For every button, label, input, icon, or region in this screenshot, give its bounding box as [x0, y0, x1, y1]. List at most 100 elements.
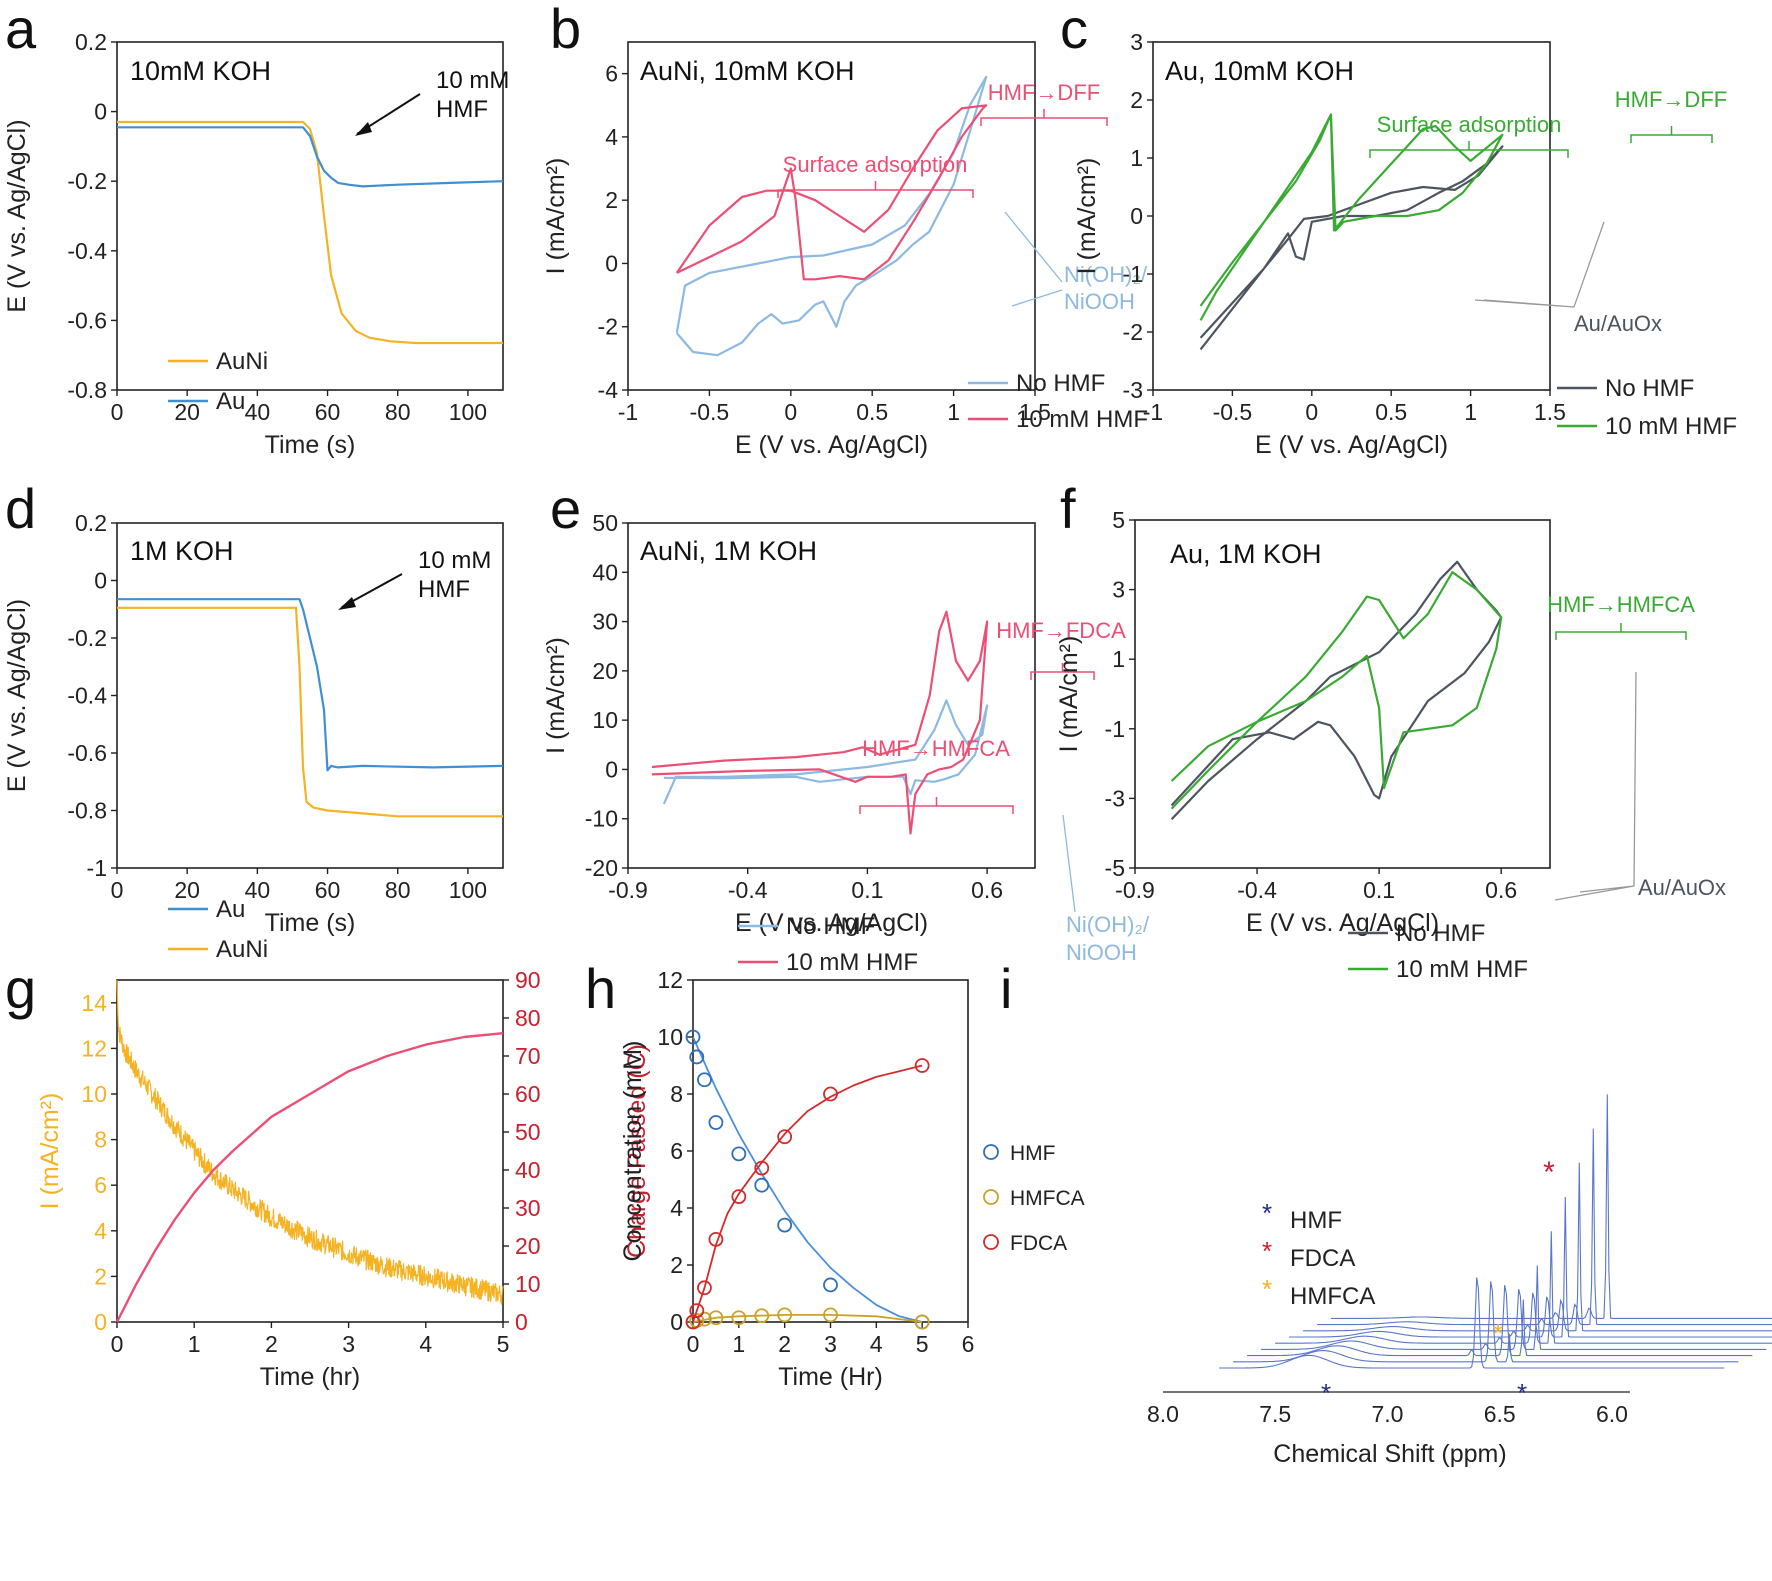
legend-label: AuNi — [216, 348, 268, 375]
fit-line — [692, 1314, 923, 1323]
x-tick-label: 0.1 — [851, 877, 883, 903]
nmr-spectrum — [1275, 1231, 1772, 1344]
y-tick-label: -10 — [585, 806, 618, 832]
y2-tick-label: 50 — [515, 1119, 541, 1145]
annotation-text: Au/AuOx — [1638, 875, 1726, 900]
y2-tick-label: 20 — [515, 1233, 541, 1259]
legend-label: 10 mM HMF — [1396, 956, 1528, 983]
y-axis-label: Concentration (mM) — [619, 1041, 647, 1262]
x-tick-label: 60 — [315, 877, 341, 903]
annotation-bracket — [1030, 663, 1095, 680]
x-tick-label: 0 — [111, 877, 124, 903]
x-tick-label: 3 — [342, 1331, 355, 1357]
legend-label: FDCA — [1010, 1232, 1067, 1255]
plot-frame-g — [116, 979, 504, 1323]
series-line — [117, 606, 503, 818]
y-tick-label: 0 — [670, 1309, 683, 1335]
y-tick-label: -3 — [1105, 785, 1125, 811]
y2-tick-label: 40 — [515, 1157, 541, 1183]
y-tick-label: -5 — [1105, 855, 1125, 881]
y-axis-label: E (V vs. Ag/AgCl) — [3, 599, 31, 792]
data-point — [708, 1231, 724, 1247]
data-point — [754, 1308, 770, 1324]
hmf-marker: * — [1517, 1378, 1527, 1408]
y-tick-label: 12 — [81, 1035, 107, 1061]
y-tick-label: 8 — [94, 1127, 107, 1153]
x-tick-label: -0.4 — [1237, 877, 1277, 903]
legend-marker — [983, 1189, 999, 1205]
x-tick-label: 2 — [778, 1331, 791, 1357]
x-tick-label: 80 — [385, 877, 411, 903]
data-point — [689, 1049, 705, 1065]
series-line — [117, 126, 504, 188]
y-tick-label: 1 — [1112, 646, 1125, 672]
x-axis-label: Time (hr) — [260, 1363, 360, 1391]
plot-frame-h — [692, 979, 969, 1323]
chart-title: AuNi, 1M KOH — [640, 536, 817, 566]
x-tick-label: 4 — [419, 1331, 432, 1357]
y-tick-label: -0.6 — [67, 307, 107, 333]
legend-marker: * — [1262, 1236, 1272, 1266]
x-tick-label: 1 — [1464, 399, 1477, 425]
annotation-text: 10 mM — [418, 547, 491, 574]
series-line — [1199, 113, 1504, 321]
x-tick-label: 1.5 — [1019, 399, 1051, 425]
y-tick-label: 0 — [94, 568, 107, 594]
x-tick-label: 0.1 — [1363, 877, 1395, 903]
x-tick-label: 1 — [947, 399, 960, 425]
plot-frame-b — [627, 41, 1036, 391]
legend-label: Au — [216, 896, 245, 923]
y-tick-label: -4 — [598, 377, 619, 403]
data-point — [823, 1307, 838, 1323]
nmr-spectrum — [1289, 1196, 1772, 1338]
y-tick-label: 40 — [592, 559, 618, 585]
data-point — [914, 1314, 930, 1330]
data-point — [731, 1189, 747, 1204]
series-line-charge — [115, 1032, 504, 1323]
y-tick-label: 4 — [670, 1195, 683, 1221]
x-tick-label: 100 — [449, 399, 487, 425]
y-tick-label: 0 — [94, 1309, 107, 1335]
x-tick-label: -1 — [1143, 399, 1163, 425]
annotation-text: HMF — [418, 576, 470, 603]
chart-title: Au, 10mM KOH — [1165, 56, 1354, 86]
annotation-text: HMF→HMFCA — [862, 736, 1010, 761]
y-tick-label: -0.6 — [67, 740, 107, 766]
data-point — [731, 1146, 747, 1162]
x-axis-label: E (V vs. Ag/AgCl) — [1246, 909, 1439, 937]
x-tick-label: 0 — [111, 1331, 124, 1357]
plot-frame-f — [1134, 519, 1551, 869]
x-tick-label: -0.4 — [728, 877, 768, 903]
panel-label-f: f — [1060, 477, 1076, 540]
y-tick-label: 0.2 — [75, 510, 107, 536]
legend-label: 10 mM HMF — [1605, 413, 1737, 440]
annotation-text: NiOOH — [1066, 940, 1137, 965]
y-tick-label: -3 — [1123, 377, 1143, 403]
y-tick-label: 4 — [94, 1218, 107, 1244]
x-axis-label: E (V vs. Ag/AgCl) — [735, 909, 928, 937]
y-tick-label: 10 — [657, 1024, 683, 1050]
annotation-bracket — [1555, 623, 1687, 640]
y-tick-label: -0.2 — [67, 168, 107, 194]
nmr-spectrum — [1317, 1128, 1772, 1326]
panel-label-e: e — [550, 477, 581, 540]
y-tick-label: 3 — [1112, 577, 1125, 603]
annotation-leader — [1004, 211, 1063, 283]
x-tick-label: 1.5 — [1534, 399, 1566, 425]
legend-marker — [983, 1234, 999, 1250]
panel-label-g: g — [5, 957, 36, 1020]
series-line — [1170, 560, 1503, 821]
chart-title: 1M KOH — [130, 536, 234, 566]
y-tick-label: 5 — [1112, 507, 1125, 533]
x-tick-label: 0 — [784, 399, 797, 425]
x-axis-label: Time (s) — [265, 909, 356, 937]
data-point — [754, 1160, 770, 1176]
y-tick-label: -1 — [87, 855, 107, 881]
y2-tick-label: 90 — [515, 967, 541, 993]
x-axis-label: E (V vs. Ag/AgCl) — [1255, 431, 1448, 459]
y-tick-label: -1 — [1123, 261, 1143, 287]
panel-label-i: i — [1000, 957, 1012, 1020]
y-tick-label: 0 — [605, 250, 618, 276]
x-tick-label: 6 — [962, 1331, 975, 1357]
x-tick-label: 0.6 — [971, 877, 1003, 903]
